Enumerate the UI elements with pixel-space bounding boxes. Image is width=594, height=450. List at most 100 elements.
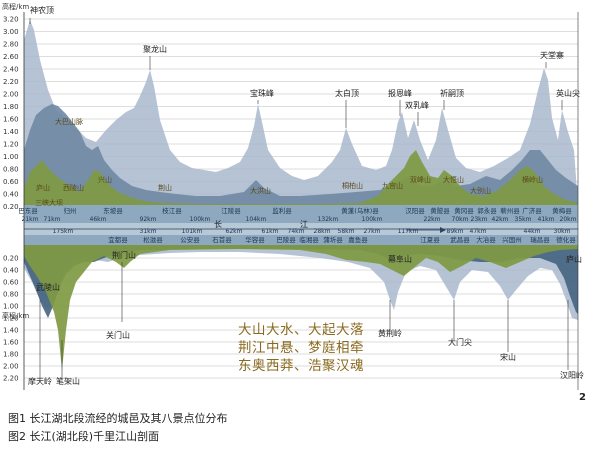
mountain-range-label: 大洪山: [250, 186, 271, 195]
band-distance-top: 23km: [471, 216, 488, 223]
band-city-bottom: 嘉鱼县: [348, 235, 368, 244]
peak-label: 双乳峰: [405, 100, 429, 110]
band-city-bottom: 公安县: [180, 235, 200, 244]
river-band-top-strip: [24, 205, 578, 223]
band-distance-top: 20km: [560, 216, 577, 223]
page-number: 2: [579, 392, 586, 403]
band-city-bottom: 德化县: [556, 235, 576, 244]
band-city-top: 归州: [64, 206, 77, 215]
mountain-range-label: 三峡大坝: [35, 198, 63, 207]
lower-tick-label: 1.20: [3, 315, 19, 323]
peak-label: 报恩峰: [388, 88, 412, 98]
peak-label: 聚龙山: [143, 44, 167, 54]
upper-tick-label: 1.60: [3, 116, 19, 124]
lower-axis-title: 高程/km: [2, 311, 29, 320]
upper-tick-label: 3.00: [3, 28, 19, 36]
lower-tick-label: 0.20: [3, 255, 19, 263]
band-distance-top: 100km: [362, 216, 383, 223]
peak-label: 太白顶: [335, 88, 359, 98]
upper-axis-title: 高程/km: [2, 2, 29, 11]
peak-label: 天堂寨: [540, 50, 564, 60]
mountain-range-label: 九宫山: [382, 181, 403, 190]
band-city-bottom: 瑞昌县: [530, 235, 550, 244]
mountain-range-label: 双峰山: [410, 175, 431, 184]
peak-label: 神农顶: [30, 5, 54, 15]
peak-label: 祈嗣顶: [440, 88, 464, 98]
band-city-bottom: 蒲圻县: [323, 235, 343, 244]
lower-peak-label: 宋山: [500, 352, 516, 362]
river-band-bottom-strip: [24, 235, 578, 245]
band-city-bottom: 华容县: [245, 235, 265, 244]
river-name-char-2: 江: [300, 220, 308, 229]
lower-back-ridge: [24, 245, 578, 320]
band-distance-top: 100km: [190, 216, 211, 223]
band-city-top: 广济县: [522, 206, 542, 215]
band-city-bottom: 石首县: [212, 235, 232, 244]
lower-tick-label: 1.60: [3, 339, 19, 347]
band-distance-top: 41km: [538, 216, 555, 223]
band-city-top: 监利县: [272, 206, 292, 215]
upper-tick-label: 2.80: [3, 41, 19, 49]
band-city-top: 东坡县: [103, 206, 123, 215]
lower-tick-label: 0.80: [3, 291, 19, 299]
lower-peak-label: 黄荆岭: [378, 328, 402, 338]
band-city-bottom: 兴国州: [502, 235, 522, 244]
mountain-range-label: 大巴山脉: [55, 117, 83, 126]
band-city-bottom: 巴陵县: [276, 235, 296, 244]
upper-green-hills: [24, 150, 578, 205]
band-distance-mid: 58km: [338, 228, 355, 235]
band-city-bottom: 大冶县: [476, 235, 496, 244]
band-distance-mid: 28km: [314, 228, 331, 235]
lower-peak-label: 荆门山: [112, 250, 136, 260]
river-name-char-1: 长: [214, 219, 222, 229]
band-distance-top: 71km: [44, 216, 61, 223]
band-city-top: 江陵县: [221, 206, 241, 215]
mountain-range-label: 庐山: [36, 183, 50, 192]
mountain-range-label: 大悟山: [443, 175, 464, 184]
lower-tick-label: 2.20: [3, 375, 19, 383]
band-distance-top: 104km: [246, 216, 267, 223]
upper-back-ridge: [24, 20, 578, 205]
band-city-top: 枝江县: [162, 206, 182, 215]
upper-tick-label: 0.80: [3, 166, 19, 174]
mountain-range-label: 西陵山: [63, 183, 84, 192]
band-city-bottom: 宜都县: [108, 235, 128, 244]
slogan-line-2: 荆江中悬、梦庭相牵: [238, 340, 364, 356]
lower-tick-label: 0.60: [3, 279, 19, 287]
peak-leader-lines: [29, 18, 569, 378]
lower-tick-label: 1.40: [3, 327, 19, 335]
mountain-range-label: 兴山: [98, 175, 112, 184]
mountain-range-label: 横岭山: [522, 175, 543, 184]
mountain-range-label: 大别山: [470, 186, 491, 195]
upper-tick-label: 2.40: [3, 66, 19, 74]
band-distance-mid: 44km: [524, 228, 541, 235]
band-city-top: 黄梅县: [552, 206, 572, 215]
band-distance-mid: 175km: [53, 228, 74, 235]
figure-caption-2: 图2 长江(湖北段)千里江山剖面: [8, 430, 160, 443]
band-city-top: 蕲州县: [500, 206, 520, 215]
upper-tick-label: 2.00: [3, 91, 19, 99]
band-distance-mid: 47km: [470, 228, 487, 235]
lower-peak-label-bottom: 笔架山: [56, 376, 80, 386]
figure-caption-1: 图1 长江湖北段流经的城邑及其八景点位分布: [8, 412, 228, 425]
upper-tick-label: 0.40: [3, 191, 19, 199]
slogan-line-1: 大山大水、大起大落: [238, 322, 364, 338]
band-distance-mid: 62km: [226, 228, 243, 235]
upper-tick-label: 1.20: [3, 141, 19, 149]
lower-peak-label-bottom: 摩天岭: [28, 376, 52, 386]
band-city-top: 黄陂县: [430, 206, 450, 215]
lower-tick-label: 2.00: [3, 363, 19, 371]
band-city-top: 巴东县: [18, 206, 38, 215]
upper-tick-label: 0.60: [3, 178, 19, 186]
band-distance-top: 21km: [22, 216, 39, 223]
peak-label: 英山尖: [556, 88, 580, 98]
lower-green-hills: [24, 245, 578, 370]
upper-tick-label: 1.80: [3, 103, 19, 111]
lower-tick-label: 0.40: [3, 267, 19, 275]
lower-peak-label: 大门尖: [448, 337, 472, 347]
band-distance-mid: 117km: [398, 228, 419, 235]
band-distance-mid: 27km: [364, 228, 381, 235]
peak-label: 宝珠峰: [250, 88, 274, 98]
band-city-top: 郭永县: [477, 206, 497, 215]
lower-peak-label: 庐山: [566, 254, 582, 264]
